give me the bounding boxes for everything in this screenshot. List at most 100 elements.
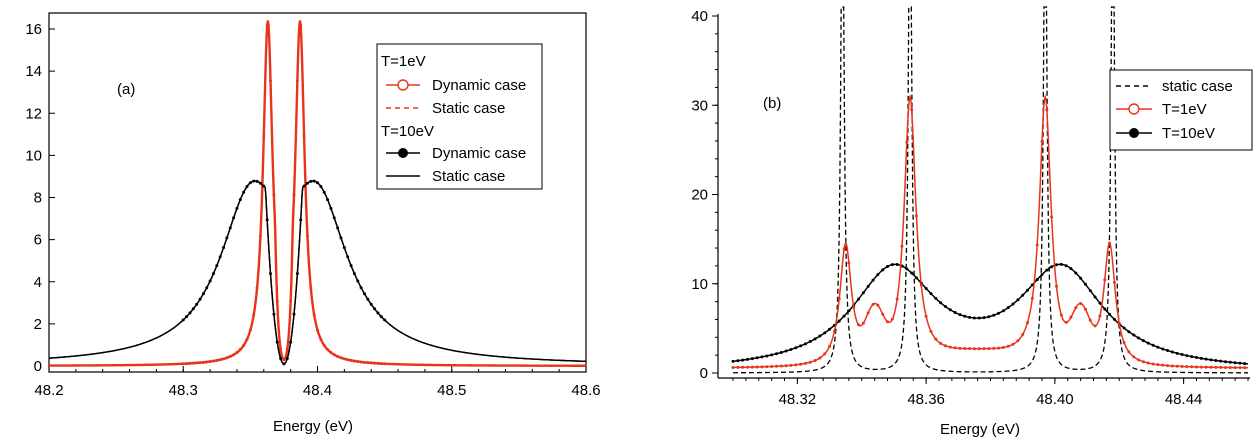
data-point: [1214, 365, 1218, 369]
data-point: [799, 362, 803, 366]
data-point: [745, 357, 749, 361]
data-point: [1098, 314, 1102, 318]
data-point: [881, 268, 885, 272]
data-point: [1214, 359, 1218, 363]
legend-a: T=1eV Dynamic case Static case T=10eV Dynami…: [376, 43, 543, 190]
data-point: [225, 356, 229, 360]
data-point: [774, 364, 778, 368]
data-point: [857, 297, 861, 301]
legend-box-a: [376, 43, 543, 190]
y-tick-label: 4: [34, 274, 42, 291]
data-point: [1026, 288, 1030, 292]
data-point: [269, 79, 273, 83]
data-point: [866, 311, 870, 315]
data-point: [1127, 350, 1131, 354]
data-point: [1141, 360, 1145, 364]
data-point: [910, 108, 914, 112]
data-point: [1054, 284, 1058, 288]
y-tick-label: 12: [25, 105, 42, 122]
y-tick-label: 10: [25, 147, 42, 164]
data-point: [1175, 364, 1179, 368]
series-line-a-3: [48, 180, 587, 365]
legend-label: static case: [1162, 78, 1233, 95]
data-point: [1001, 309, 1005, 313]
data-point: [881, 312, 885, 316]
y-tick-label: 30: [691, 97, 708, 114]
data-point: [828, 344, 832, 348]
data-point: [1127, 330, 1131, 334]
legend-label: Dynamic case: [432, 77, 526, 94]
data-point: [1045, 268, 1049, 272]
data-point: [1093, 324, 1097, 328]
data-point: [765, 365, 769, 369]
data-point: [1079, 276, 1083, 280]
x-tick-label: 48.44: [1165, 391, 1203, 408]
data-point: [948, 308, 952, 312]
data-point: [1190, 355, 1194, 359]
data-point: [1016, 298, 1020, 302]
data-point: [1026, 321, 1030, 325]
data-point: [1011, 302, 1015, 306]
x-tick-label: 48.4: [303, 382, 332, 399]
data-point: [1108, 241, 1112, 245]
data-point: [750, 357, 754, 361]
data-point: [847, 309, 851, 313]
data-point: [731, 359, 735, 363]
data-point: [837, 297, 841, 301]
data-point: [1050, 265, 1054, 269]
data-point: [1103, 278, 1107, 282]
data-point: [948, 345, 952, 349]
data-point: [1117, 321, 1121, 325]
data-point: [914, 276, 918, 280]
data-point: [760, 355, 764, 359]
data-point: [968, 315, 972, 319]
data-point: [784, 364, 788, 368]
data-point: [1132, 333, 1136, 337]
data-point: [905, 140, 909, 144]
x-axis-a: 48.2 48.3 48.4 48.5 48.6: [34, 366, 601, 399]
data-point: [1137, 336, 1141, 340]
data-point: [1141, 339, 1145, 343]
data-point: [1083, 282, 1087, 286]
legend-label: T=10eV: [1162, 125, 1215, 142]
data-point: [895, 262, 899, 266]
data-point: [1219, 359, 1223, 363]
data-point: [1204, 357, 1208, 361]
data-point: [1064, 264, 1068, 268]
data-point: [765, 354, 769, 358]
data-point: [818, 356, 822, 360]
data-point: [1238, 361, 1242, 365]
data-point: [1180, 353, 1184, 357]
legend-marker: [398, 148, 408, 158]
data-point: [736, 359, 740, 363]
legend-header: T=1eV: [381, 53, 426, 70]
data-point: [760, 365, 764, 369]
x-axis-label-a: Energy (eV): [273, 418, 353, 435]
data-point: [934, 337, 938, 341]
x-tick-label: 48.36: [907, 391, 945, 408]
data-point: [861, 321, 865, 325]
data-point: [1050, 215, 1054, 219]
data-point: [789, 363, 793, 367]
data-point: [934, 296, 938, 300]
data-point: [832, 329, 836, 333]
data-point: [1219, 365, 1223, 369]
data-point: [987, 347, 991, 351]
data-point: [1209, 365, 1213, 369]
data-point: [905, 267, 909, 271]
data-point: [823, 331, 827, 335]
data-point: [1021, 332, 1025, 336]
data-point: [900, 244, 904, 248]
legend-header: T=10eV: [381, 123, 434, 140]
data-point: [1069, 315, 1073, 319]
data-point: [1122, 341, 1126, 345]
data-point: [741, 365, 745, 369]
data-point: [1040, 273, 1044, 277]
data-point: [997, 311, 1001, 315]
legend-marker: [1129, 128, 1139, 138]
data-point: [828, 327, 832, 331]
y-tick-label: 40: [691, 8, 708, 25]
data-point: [1185, 354, 1189, 358]
data-point: [1223, 360, 1227, 364]
data-point: [803, 361, 807, 365]
